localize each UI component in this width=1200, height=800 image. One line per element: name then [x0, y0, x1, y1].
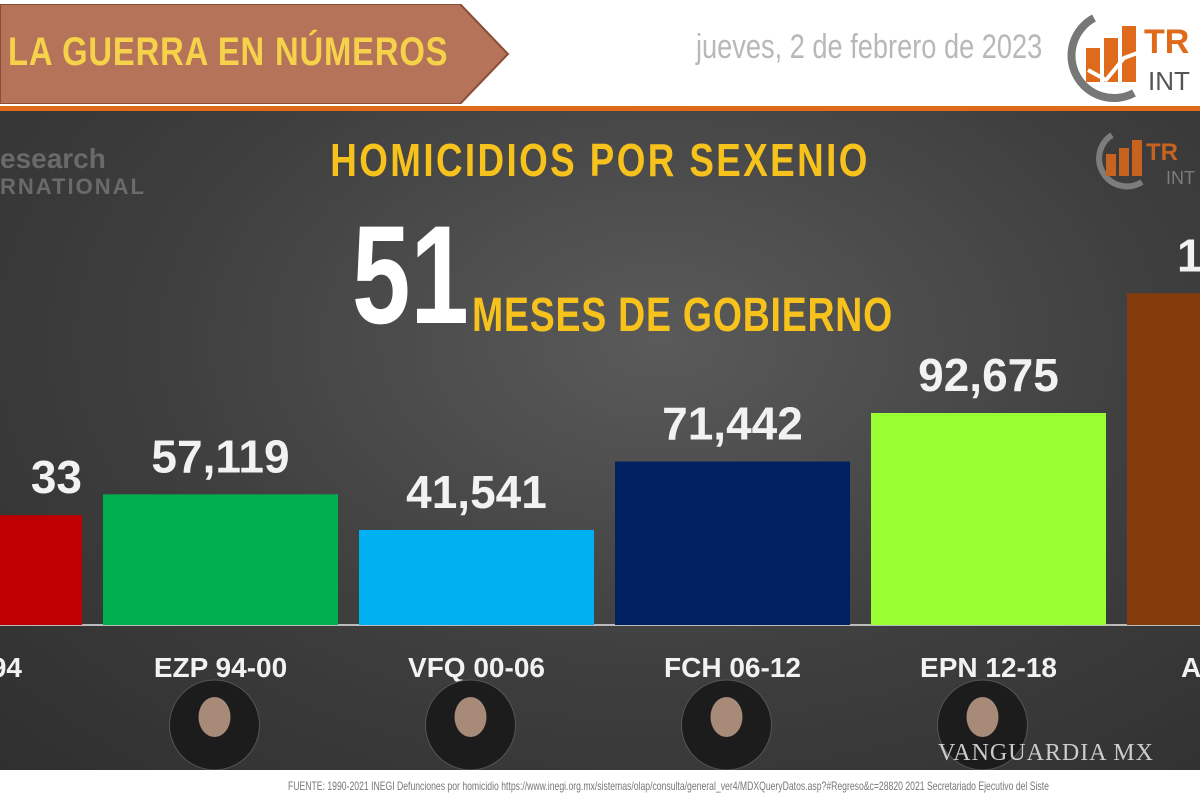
watermark-line1: esearch — [0, 143, 106, 174]
data-label: 33 — [31, 451, 82, 503]
data-label: 57,119 — [151, 430, 289, 482]
data-label: 92,675 — [918, 349, 1059, 401]
chart-title: HOMICIDIOS POR SEXENIO — [330, 134, 870, 186]
footer: FUENTE: 1990-2021 INEGI Defunciones por … — [0, 770, 1200, 800]
category-label: EPN 12-18 — [920, 652, 1057, 683]
category-label: VFQ 00-06 — [408, 652, 545, 683]
bar — [1127, 293, 1200, 625]
chart-panel: 33 94 57,119 EZP 94-00 41,541 VFQ 00-06 71,442… — [0, 111, 1200, 770]
svg-text:INT: INT — [1148, 66, 1190, 96]
svg-text:INT: INT — [1166, 168, 1195, 188]
bar — [615, 461, 850, 625]
bar-chart: 33 94 57,119 EZP 94-00 41,541 VFQ 00-06 71,442… — [0, 229, 1200, 770]
banner-arrow — [0, 4, 510, 104]
svg-text:TR: TR — [1146, 139, 1178, 166]
category-label: 94 — [0, 652, 22, 683]
bar — [871, 413, 1106, 625]
category-label: EZP 94-00 — [154, 652, 287, 683]
svg-text:TR: TR — [1144, 23, 1189, 61]
data-label: 71,442 — [662, 398, 803, 450]
months-subtitle: MESES DE GOBIERNO — [472, 289, 894, 342]
watermark-line2: RNATIONAL — [0, 174, 146, 199]
banner-title: LA GUERRA EN NÚMEROS — [8, 30, 449, 74]
header: LA GUERRA EN NÚMEROS jueves, 2 de febrer… — [0, 0, 1200, 108]
face-shape — [710, 697, 743, 737]
face-shape — [198, 697, 231, 737]
watermark-left: esearch RNATIONAL — [0, 145, 146, 201]
bar — [0, 515, 82, 625]
face-shape — [966, 697, 999, 737]
months-number: 51 — [352, 196, 469, 353]
category-label: A — [1181, 652, 1200, 683]
data-label: 14 — [1177, 229, 1200, 281]
face-shape — [454, 697, 487, 737]
date-label: jueves, 2 de febrero de 2023 — [696, 28, 1043, 66]
vanguardia-watermark: VANGUARDIA MX — [938, 740, 1154, 766]
bar — [359, 529, 594, 625]
bar — [103, 494, 338, 625]
data-label: 41,541 — [406, 466, 547, 518]
source-note: FUENTE: 1990-2021 INEGI Defunciones por … — [288, 779, 1049, 793]
watermark-logo-icon: TR INT — [1096, 132, 1195, 190]
header-divider — [0, 106, 1200, 111]
category-label: FCH 06-12 — [664, 652, 801, 683]
logo-icon: TR INT — [1067, 14, 1190, 102]
